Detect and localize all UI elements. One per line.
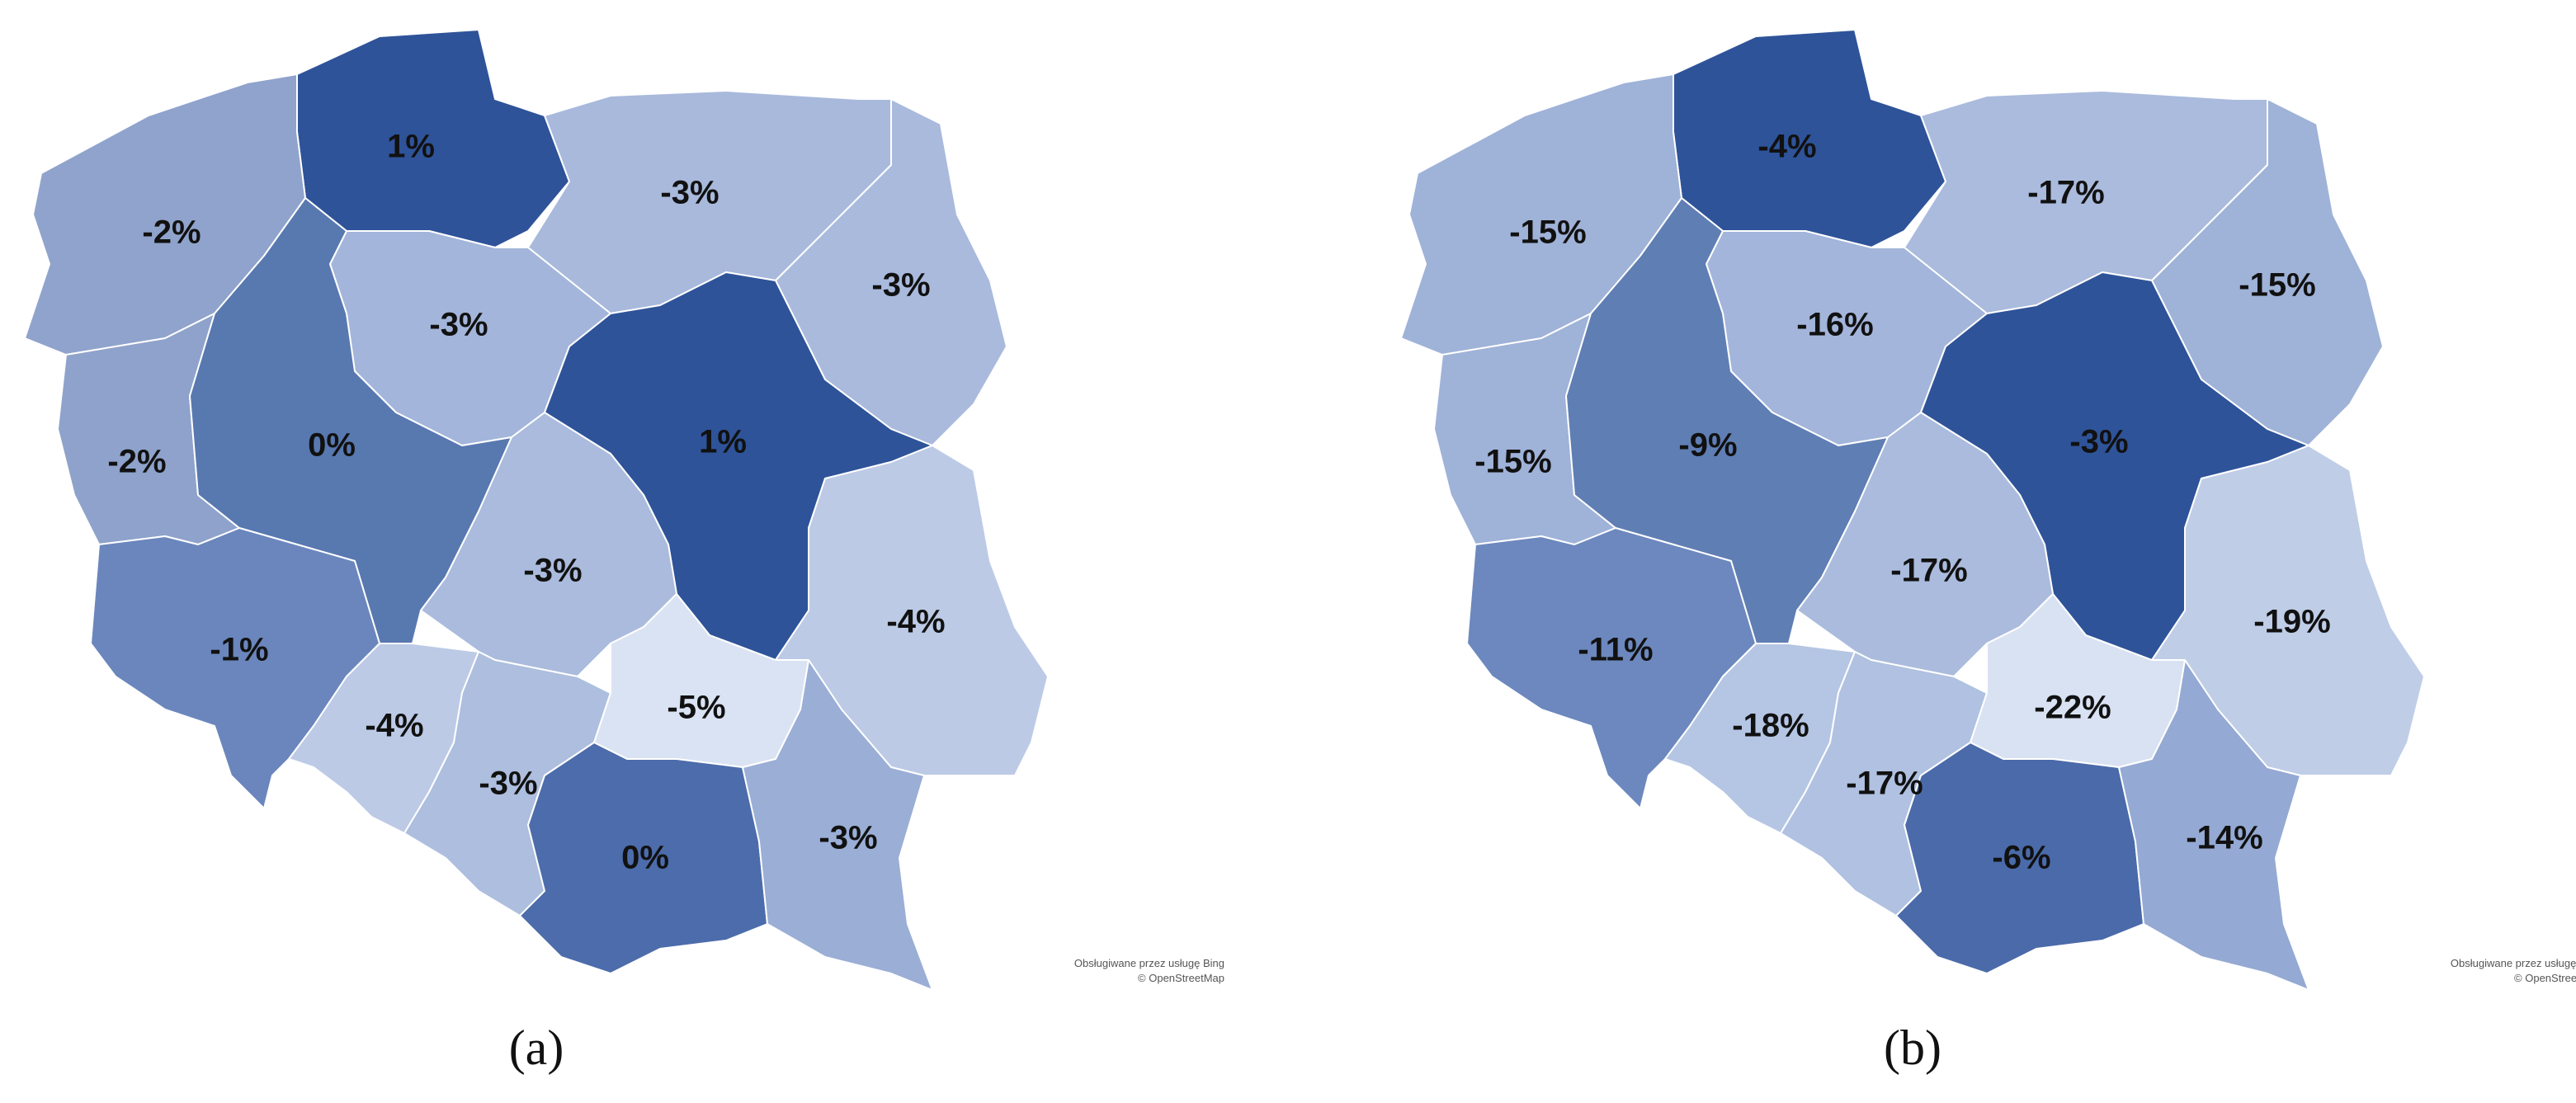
region-label: -5% [667,690,725,726]
region-label: -14% [2186,820,2262,856]
region-label: -3% [871,267,930,304]
attribution: © OpenStreetMap [2514,972,2576,984]
region-label: 0% [621,840,669,876]
region-label: -9% [1678,427,1737,464]
region-label: -11% [1578,632,1653,668]
region-label: -15% [1474,444,1551,480]
region-label: -15% [2239,267,2315,304]
region [2118,659,2309,991]
region [742,659,933,991]
region-label: -16% [1796,307,1873,343]
region-label: -3% [2069,424,2128,460]
region-label: -15% [1509,214,1586,251]
region-label: -6% [1992,840,2050,876]
caption: (a) [509,1021,564,1075]
region [519,742,768,974]
region-label: -3% [479,766,537,802]
region-label: -3% [819,820,877,856]
region-label: -17% [1890,553,1967,589]
region-label: -17% [2027,175,2104,211]
region [1895,742,2144,974]
region-label: 1% [699,424,747,460]
region-label: -4% [1757,129,1816,165]
caption: (b) [1884,1021,1941,1075]
map-panel: 1% -2% -3% -3% -3% 1% -2% 0% -3% -4% -1% -4% -3% -5% 0… [24,29,1224,1075]
attribution: Obsługiwane przez usługę Bing [2451,957,2576,969]
attribution: © OpenStreetMap [1138,972,1224,984]
attribution: Obsługiwane przez usługę Bing [1074,957,1224,969]
region-label: -22% [2034,690,2111,726]
map-panel: -4% -15% -17% -15% -16% -3% -15% -9% -17% -19% -11… [1400,29,2576,1075]
region-label: 0% [308,427,356,464]
region-label: -3% [429,307,488,343]
region-label: -3% [523,553,582,589]
region-label: -4% [365,708,423,744]
region-label: -1% [210,632,268,668]
region-label: -2% [142,214,201,251]
region-label: -3% [660,175,719,211]
region-label: -19% [2253,604,2330,640]
region-label: 1% [387,129,435,165]
region-label: -17% [1846,766,1923,802]
region-label: -4% [886,604,945,640]
region-label: -18% [1732,708,1809,744]
region-label: -2% [107,444,166,480]
